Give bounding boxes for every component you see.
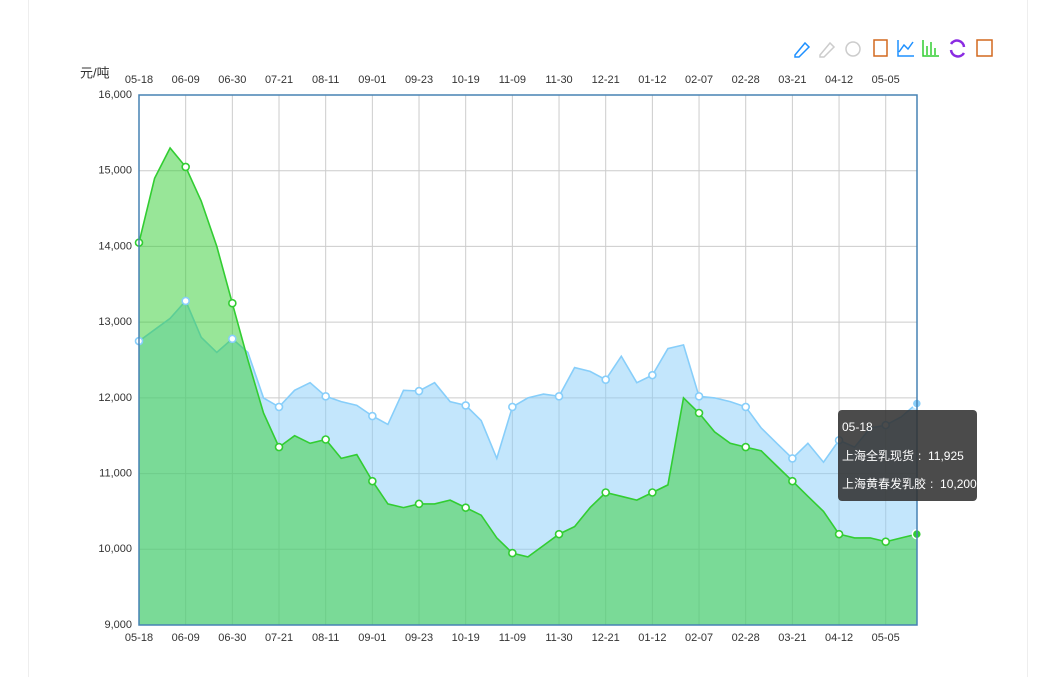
toolbar: [794, 39, 993, 58]
point: [274, 442, 284, 452]
tool-zoom-back[interactable]: [819, 41, 836, 58]
y-tick-label: 9,000: [104, 619, 132, 631]
x-tick-label: 07-21: [265, 74, 293, 86]
y-tick-label: 10,000: [98, 543, 132, 555]
point: [554, 392, 564, 401]
point: [414, 499, 424, 509]
x-tick-label: 09-23: [405, 74, 433, 86]
point: [228, 298, 237, 308]
x-tick-label: 02-28: [732, 74, 760, 86]
x-tick-label: 02-28: [732, 632, 760, 644]
x-tick-label: 05-18: [125, 74, 153, 86]
point: [414, 386, 424, 396]
x-tick-label: 05-05: [872, 632, 900, 644]
x-tick-label: 02-07: [685, 632, 713, 644]
y-axis-label: 元/吨: [80, 65, 110, 80]
tooltip-title: 05-18: [842, 420, 873, 434]
point: [461, 503, 470, 512]
point: [461, 401, 470, 410]
x-tick-label: 09-01: [358, 632, 386, 644]
point: [321, 392, 330, 401]
x-tick-label: 11-30: [545, 74, 572, 86]
x-tick-label: 06-30: [218, 74, 246, 86]
point: [554, 529, 564, 539]
y-tick-label: 14,000: [98, 240, 132, 252]
x-tick-label: 06-09: [172, 632, 200, 644]
tool-mark[interactable]: [845, 41, 861, 57]
x-tick-label: 08-11: [312, 632, 339, 644]
x-tick-label: 04-12: [825, 632, 853, 644]
tool-zoom[interactable]: [794, 41, 811, 58]
x-tick-label: 10-19: [452, 74, 480, 86]
point: [881, 537, 891, 547]
x-tick-label: 06-09: [172, 74, 200, 86]
point: [788, 454, 797, 463]
x-tick-label: 12-21: [592, 74, 620, 86]
tool-line[interactable]: [897, 40, 914, 57]
x-tick-label: 10-19: [452, 632, 480, 644]
y-tick-label: 16,000: [98, 89, 132, 101]
y-tick-label: 15,000: [98, 165, 132, 177]
point: [181, 162, 190, 172]
point: [741, 402, 751, 412]
y-tick-label: 13,000: [98, 316, 132, 328]
x-tick-label: 11-09: [499, 74, 526, 86]
point: [601, 488, 611, 497]
x-tick-label: 05-05: [872, 74, 900, 86]
x-tick-label: 05-18: [125, 632, 153, 644]
x-tick-label: 02-07: [685, 74, 713, 86]
point: [181, 296, 190, 306]
x-tick-label: 09-23: [405, 632, 433, 644]
tooltip-value: 10,200: [940, 477, 977, 491]
tooltip-name: 上海黄春发乳胶: [842, 476, 926, 491]
point: [321, 435, 330, 444]
x-tick-label: 04-12: [825, 74, 853, 86]
area: [139, 148, 917, 625]
x-tick-label: 08-11: [312, 74, 339, 86]
point: [274, 402, 284, 412]
point: [694, 392, 704, 401]
y-tick-label: 11,000: [99, 467, 132, 479]
x-tick-label: 06-30: [218, 632, 246, 644]
x-tick-label: 03-21: [778, 74, 806, 86]
point: [601, 375, 611, 384]
y-tick-label: 12,000: [98, 392, 132, 404]
point: [648, 370, 657, 380]
point: [228, 334, 237, 344]
tool-data-view[interactable]: [873, 39, 888, 57]
point: [508, 548, 517, 558]
x-tick-label: 12-21: [592, 632, 620, 644]
tooltip-separator: :: [918, 449, 921, 463]
tooltip-separator: :: [930, 477, 933, 491]
x-tick-label: 09-01: [358, 74, 386, 86]
tooltip-value: 11,925: [928, 449, 964, 463]
point: [508, 402, 517, 412]
x-tick-label: 11-09: [499, 632, 526, 644]
tool-save[interactable]: [976, 39, 993, 57]
point: [834, 529, 844, 539]
tooltip-name: 上海全乳现货: [842, 448, 914, 463]
x-tick-label: 03-21: [778, 632, 806, 644]
x-tick-label: 07-21: [265, 632, 293, 644]
x-tick-label: 11-30: [545, 632, 572, 644]
tool-bar[interactable]: [922, 40, 939, 57]
tool-restore[interactable]: [949, 39, 966, 58]
line: [138, 146, 917, 558]
point: [741, 442, 751, 452]
x-tick-label: 01-12: [638, 632, 666, 644]
x-tick-label: 01-12: [638, 74, 666, 86]
point: [788, 476, 797, 486]
point: [648, 488, 657, 497]
point: [368, 476, 377, 486]
point: [368, 411, 377, 421]
line: [138, 299, 918, 464]
tooltip: [838, 410, 977, 501]
plot-border: [138, 94, 918, 626]
point: [694, 408, 704, 418]
